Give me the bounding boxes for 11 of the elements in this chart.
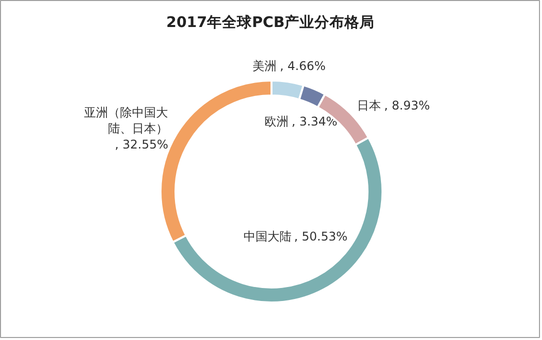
- data-label: , 32.55%: [114, 137, 168, 152]
- slice-label: 日本: [356, 98, 381, 113]
- data-label: , 50.53%: [294, 229, 348, 244]
- slice-label: 中国大陆: [244, 229, 292, 244]
- data-label: , 3.34%: [292, 114, 338, 128]
- slice-label: 欧洲: [264, 114, 288, 128]
- slice-label: 美洲: [252, 58, 277, 73]
- data-label: , 4.66%: [280, 58, 326, 73]
- data-label: , 8.93%: [384, 98, 430, 113]
- chart-title: 2017年全球PCB产业分布格局: [166, 14, 375, 31]
- slice-label: 亚洲（除中国大陆、日本）: [84, 105, 168, 136]
